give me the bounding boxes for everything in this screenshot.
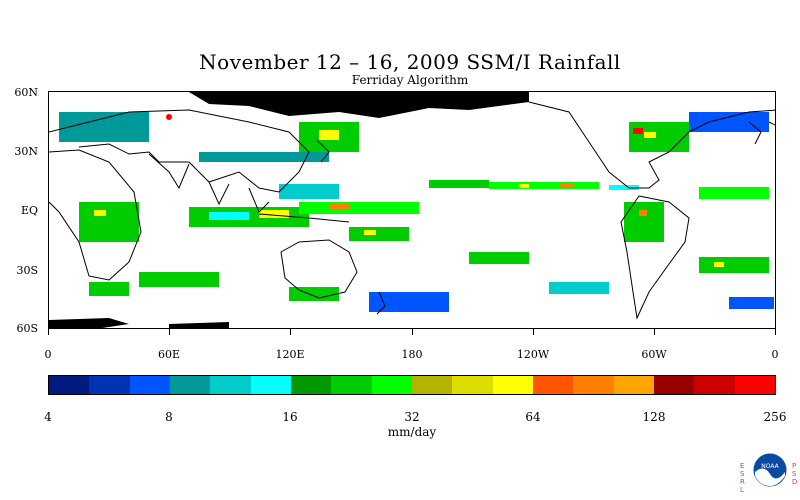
heavy-rain-spot — [166, 114, 172, 120]
lon-label-0-east: 0 — [771, 348, 779, 361]
map-title: November 12 – 16, 2009 SSM/I Rainfall — [199, 50, 621, 74]
lon-tick — [169, 329, 170, 335]
lon-tick — [533, 329, 534, 335]
lon-label-120e: 120E — [275, 348, 305, 361]
missing-data-regions — [49, 92, 529, 328]
colorbar-segment — [89, 376, 130, 394]
colorbar-segment — [613, 376, 654, 394]
lon-tick — [654, 329, 655, 335]
colorbar-label: 256 — [763, 410, 787, 424]
colorbar-segment — [49, 376, 90, 394]
lon-tick — [290, 329, 291, 335]
lon-tick — [412, 329, 413, 335]
lon-label-120w: 120W — [516, 348, 550, 361]
map-subtitle: Ferriday Algorithm — [351, 73, 469, 87]
rainfall-map-svg — [49, 92, 775, 328]
lat-label-60s: 60S — [16, 322, 38, 335]
colorbar-segment — [532, 376, 574, 394]
svg-text:NOAA: NOAA — [761, 463, 779, 470]
colorbar-segment — [129, 376, 170, 394]
colorbar-label: 128 — [642, 410, 666, 424]
lat-label-30s: 30S — [16, 264, 38, 277]
rainfall-map — [48, 91, 776, 329]
colorbar-label: 8 — [165, 410, 173, 424]
colorbar-segment — [290, 376, 332, 394]
lon-label-0: 0 — [44, 348, 52, 361]
colorbar-segment — [210, 376, 251, 394]
colorbar-segment — [452, 376, 493, 394]
rainfall-patches — [59, 112, 774, 312]
colorbar-segment — [573, 376, 614, 394]
lat-label-60n: 60N — [14, 86, 38, 99]
lon-tick — [775, 329, 776, 335]
lat-label-30n: 30N — [14, 145, 38, 158]
colorbar-segment — [734, 376, 775, 394]
noaa-logo: NOAA — [752, 452, 788, 488]
colorbar-label: 16 — [282, 410, 298, 424]
colorbar-segment — [331, 376, 372, 394]
colorbar-label: 64 — [525, 410, 541, 424]
colorbar-segment — [411, 376, 453, 394]
colorbar-segment — [371, 376, 412, 394]
lon-label-60e: 60E — [157, 348, 181, 361]
colorbar-segment — [694, 376, 735, 394]
lon-label-60w: 60W — [641, 348, 667, 361]
coastlines — [49, 101, 775, 320]
colorbar-segment — [250, 376, 291, 394]
rainfall-colorbar — [48, 375, 776, 395]
lon-label-180: 180 — [401, 348, 423, 361]
colorbar-units: mm/day — [387, 425, 437, 439]
colorbar-segment — [492, 376, 533, 394]
lat-label-eq: EQ — [20, 204, 38, 217]
colorbar-segment — [169, 376, 211, 394]
colorbar-segment — [653, 376, 695, 394]
colorbar-label: 4 — [44, 410, 52, 424]
lon-tick — [48, 329, 49, 335]
colorbar-label: 32 — [404, 410, 420, 424]
